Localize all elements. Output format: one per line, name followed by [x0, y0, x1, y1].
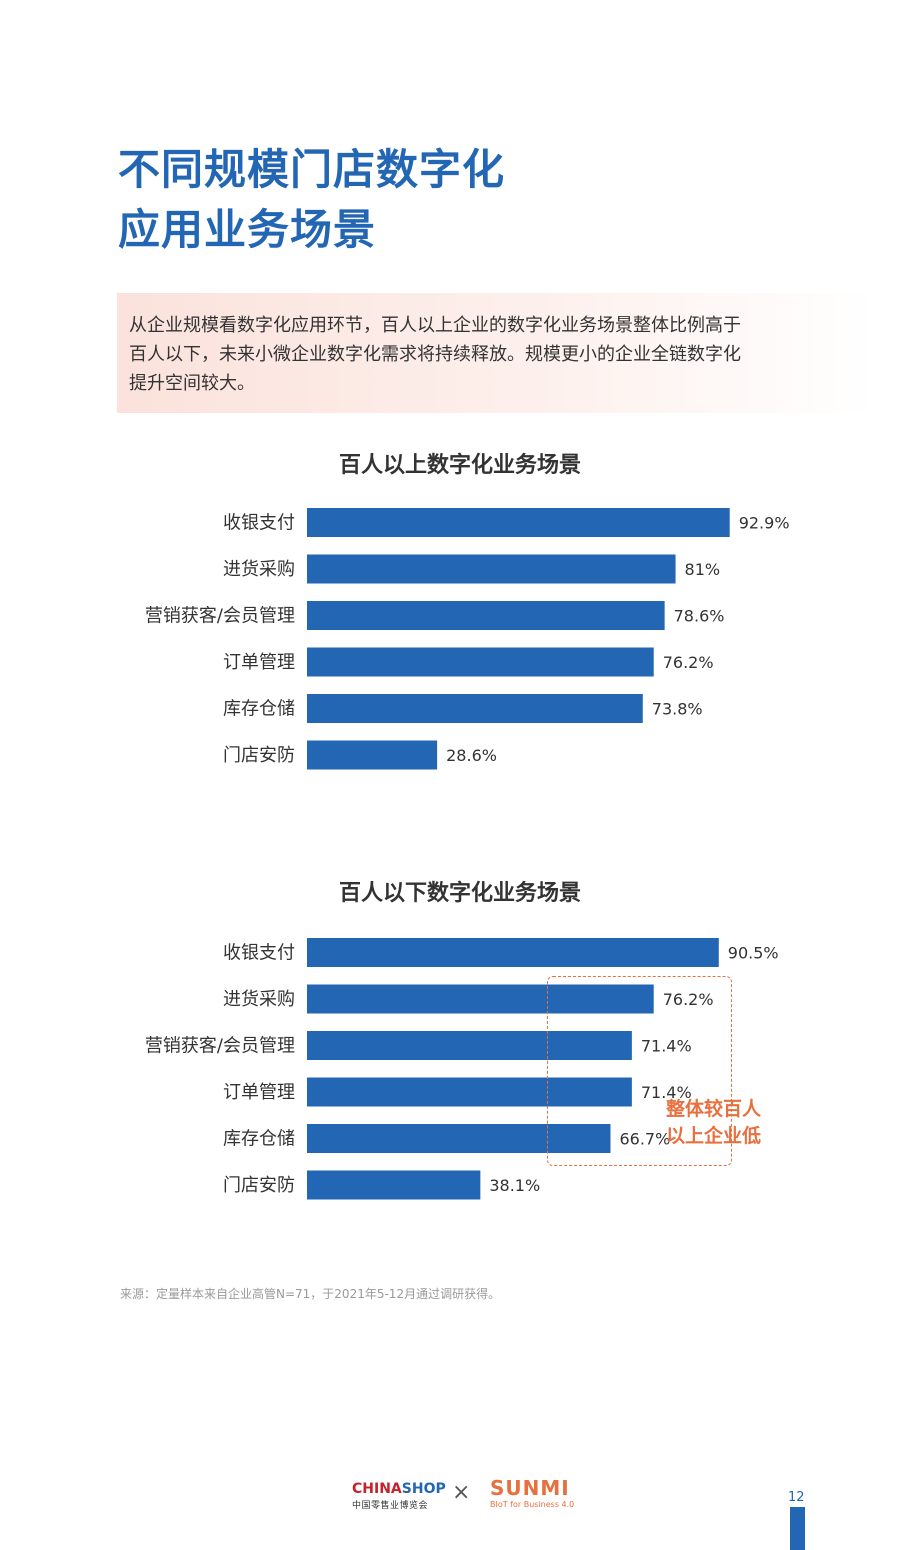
- intro-line-1: 从企业规模看数字化应用环节，百人以上企业的数字化业务场景整体比例高于: [129, 315, 741, 336]
- page-number-bar: [790, 1507, 805, 1550]
- chart-2-category-label: 库存仓储: [223, 1129, 295, 1150]
- chart-2-bar: [307, 1077, 632, 1107]
- chart-1-value-label: 76.2%: [663, 653, 714, 672]
- chart-1-title: 百人以上数字化业务场景: [338, 453, 581, 478]
- chart-1-value-label: 78.6%: [674, 607, 725, 626]
- chart-1-category-label: 门店安防: [223, 745, 295, 766]
- chart-1-value-label: 81%: [685, 560, 721, 579]
- chart-2-bar: [307, 938, 719, 967]
- chart-1-bar: [307, 647, 654, 677]
- footer-logos: CHINASHOP 中国零售业博览会 × SUNMI BIoT for Busi…: [352, 1478, 582, 1514]
- page-title-line-2: 应用业务场景: [118, 205, 377, 254]
- chart-1-category-label: 进货采购: [223, 559, 295, 580]
- chart-2-below-100: 收银支付 90.5% 进货采购 76.2% 营销获客/会员管理 71.4% 订单管理 71.4…: [145, 938, 779, 1200]
- callout-text: 整体较百人 以上企业低: [666, 1096, 816, 1150]
- chart-2-value-label: 90.5%: [728, 944, 779, 963]
- page-title: 不同规模门店数字化 应用业务场景: [118, 140, 638, 260]
- intro-text: 从企业规模看数字化应用环节，百人以上企业的数字化业务场景整体比例高于 百人以下，…: [129, 311, 819, 398]
- intro-box: 从企业规模看数字化应用环节，百人以上企业的数字化业务场景整体比例高于 百人以下，…: [117, 293, 877, 413]
- chart-2-category-label: 门店安防: [223, 1175, 295, 1196]
- chart-2-value-label: 76.2%: [663, 990, 714, 1009]
- chinashop-wordmark-shop: SHOP: [401, 1481, 446, 1497]
- sunmi-wordmark: SUNMI: [490, 1476, 570, 1500]
- chinashop-logo: CHINASHOP 中国零售业博览会: [352, 1478, 446, 1511]
- chart-2-category-label: 进货采购: [223, 989, 295, 1010]
- chart-2-bar: [307, 1170, 481, 1200]
- chart-1-bar: [307, 601, 665, 630]
- sunmi-logo: SUNMI BIoT for Business 4.0: [490, 1478, 574, 1509]
- chart-1-value-label: 92.9%: [739, 514, 790, 533]
- chart-1-bar: [307, 508, 730, 537]
- callout-line-1: 整体较百人: [666, 1098, 762, 1120]
- chart-2-bar: [307, 984, 654, 1014]
- chart-1-value-label: 73.8%: [652, 700, 703, 719]
- callout-dashed-box: [547, 976, 732, 1166]
- source-note: 来源：定量样本来自企业高管N=71，于2021年5-12月通过调研获得。: [120, 1287, 501, 1301]
- page-number: 12: [788, 1490, 805, 1505]
- chart-1-bar: [307, 554, 676, 584]
- page-title-line-1: 不同规模门店数字化: [118, 145, 506, 194]
- chart-2-value-label: 71.4%: [641, 1083, 692, 1102]
- callout-line-2: 以上企业低: [666, 1125, 762, 1147]
- chinashop-wordmark: CHINASHOP: [352, 1481, 446, 1497]
- chart-1-bar: [307, 694, 643, 723]
- intro-line-2: 百人以下，未来小微企业数字化需求将持续释放。规模更小的企业全链数字化: [129, 344, 741, 365]
- chart-1-value-label: 28.6%: [446, 746, 497, 765]
- chinashop-subtitle: 中国零售业博览会: [352, 1501, 429, 1511]
- chart-2-bar: [307, 1031, 632, 1060]
- chart-1-category-label: 订单管理: [223, 652, 295, 673]
- chart-1-category-label: 库存仓储: [223, 699, 295, 720]
- chart-1-bar: [307, 740, 438, 770]
- chart-2-bar: [307, 1124, 611, 1153]
- chart-2-value-label: 71.4%: [641, 1037, 692, 1056]
- chart-1-category-label: 营销获客/会员管理: [145, 606, 295, 627]
- chart-2-category-label: 收银支付: [223, 943, 295, 964]
- chart-2-value-label: 66.7%: [619, 1130, 670, 1149]
- chart-2-category-label: 订单管理: [223, 1082, 295, 1103]
- chart-1-category-label: 收银支付: [223, 513, 295, 534]
- chart-2-title: 百人以下数字化业务场景: [338, 881, 581, 906]
- chinashop-wordmark-china: CHINA: [352, 1481, 402, 1497]
- intro-line-3: 提升空间较大。: [129, 373, 255, 394]
- chart-1-above-100: 收银支付 92.9% 进货采购 81% 营销获客/会员管理 78.6% 订单管理 76.2% 库…: [145, 508, 790, 770]
- chart-2-category-label: 营销获客/会员管理: [145, 1036, 295, 1057]
- times-icon: ×: [452, 1480, 471, 1505]
- sunmi-subtitle: BIoT for Business 4.0: [490, 1500, 575, 1509]
- chart-2-value-label: 38.1%: [489, 1176, 540, 1195]
